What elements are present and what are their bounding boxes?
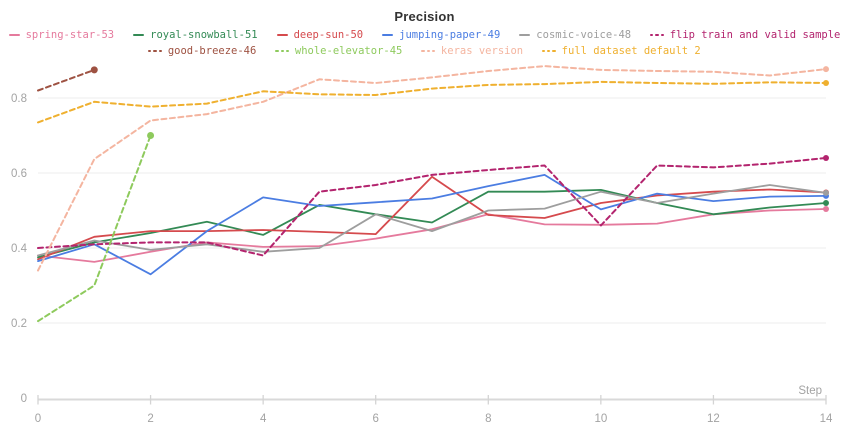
legend-label: flip train and valid sample: [669, 29, 841, 41]
series-endpoint-whole-elevator-45: [147, 132, 155, 139]
x-tick-label-12: 12: [707, 413, 720, 425]
legend-label: cosmic-voice-48: [536, 29, 632, 41]
legend-marker-dashed-icon: [148, 49, 162, 53]
legend-label: keras version: [440, 45, 524, 57]
legend-item-whole-elevator-45[interactable]: whole-elevator-45: [275, 44, 402, 58]
series-line-cosmic-voice-48[interactable]: [37, 184, 827, 257]
legend-marker-dashed-icon: [650, 33, 664, 37]
series-line-deep-sun-50[interactable]: [37, 175, 827, 261]
series-endpoint-flip-train-and-valid-sample: [823, 155, 829, 161]
x-tick-label-10: 10: [594, 413, 607, 425]
legend-marker-solid-icon: [519, 33, 531, 37]
legend-marker-solid-icon: [382, 33, 394, 37]
x-tick-label-8: 8: [485, 413, 491, 425]
legend-item-keras-version[interactable]: keras version: [421, 44, 523, 58]
legend-marker-solid-icon: [133, 33, 145, 37]
legend-item-spring-star-53[interactable]: spring-star-53: [8, 28, 115, 42]
chart-title: Precision: [394, 9, 455, 24]
series-endpoint-keras-version: [823, 66, 829, 73]
x-tick-label-4: 4: [260, 413, 267, 425]
legend-label: good-breeze-46: [167, 45, 257, 57]
legend-item-flip-train-and-valid-sample[interactable]: flip train and valid sample: [650, 28, 840, 42]
x-tick-label-14: 14: [820, 413, 833, 425]
y-tick-label-0.6: 0.6: [11, 168, 27, 180]
legend-item-good-breeze-46[interactable]: good-breeze-46: [148, 44, 256, 58]
chart-legend: spring-star-53 royal-snowball-51 deep-sun-…: [0, 28, 849, 58]
legend-marker-solid-icon: [276, 33, 288, 37]
series-endpoint-royal-snowball-51: [823, 200, 829, 206]
legend-marker-solid-icon: [8, 33, 20, 37]
series-line-royal-snowball-51[interactable]: [37, 188, 827, 259]
legend-label: full dataset default 2: [561, 45, 701, 57]
series-line-full-dataset-default-2[interactable]: [37, 80, 827, 124]
x-tick-label-6: 6: [373, 413, 379, 425]
series-line-good-breeze-46[interactable]: [37, 68, 96, 92]
x-tick-label-0: 0: [35, 413, 41, 425]
series-line-keras-version[interactable]: [37, 65, 827, 272]
series-endpoint-spring-star-53: [823, 206, 829, 212]
legend-marker-dashed-icon: [542, 49, 556, 53]
legend-item-cosmic-voice-48[interactable]: cosmic-voice-48: [519, 28, 631, 42]
legend-row-1: spring-star-53 royal-snowball-51 deep-sun-…: [8, 28, 840, 42]
y-tick-label-0.8: 0.8: [11, 93, 27, 105]
legend-label: deep-sun-50: [293, 29, 364, 41]
series-line-spring-star-53[interactable]: [37, 208, 827, 263]
series-endpoint-full-dataset-default-2: [823, 80, 829, 86]
y-tick-label-0.2: 0.2: [11, 318, 27, 330]
legend-item-full-dataset-default-2[interactable]: full dataset default 2: [542, 44, 701, 58]
legend-label: spring-star-53: [25, 29, 115, 41]
legend-label: royal-snowball-51: [150, 29, 258, 41]
series-endpoint-good-breeze-46: [90, 66, 98, 74]
legend-item-deep-sun-50[interactable]: deep-sun-50: [276, 28, 364, 42]
legend-marker-dashed-icon: [421, 49, 435, 53]
x-axis-title: Step: [798, 385, 822, 397]
legend-item-jumping-paper-49[interactable]: jumping-paper-49: [382, 28, 500, 42]
x-tick-label-2: 2: [147, 413, 153, 425]
legend-row-2: good-breeze-46 whole-elevator-45 keras ver…: [148, 44, 701, 58]
series-endpoint-cosmic-voice-48: [823, 189, 829, 196]
series-line-whole-elevator-45[interactable]: [37, 134, 152, 323]
legend-marker-dashed-icon: [275, 49, 289, 53]
y-tick-label-0: 0: [21, 393, 27, 405]
y-tick-label-0.4: 0.4: [11, 243, 28, 255]
legend-label: whole-elevator-45: [294, 45, 403, 57]
series-line-jumping-paper-49[interactable]: [37, 173, 827, 276]
legend-label: jumping-paper-49: [399, 29, 501, 41]
legend-item-royal-snowball-51[interactable]: royal-snowball-51: [133, 28, 258, 42]
series-line-flip-train-and-valid-sample[interactable]: [37, 157, 827, 257]
